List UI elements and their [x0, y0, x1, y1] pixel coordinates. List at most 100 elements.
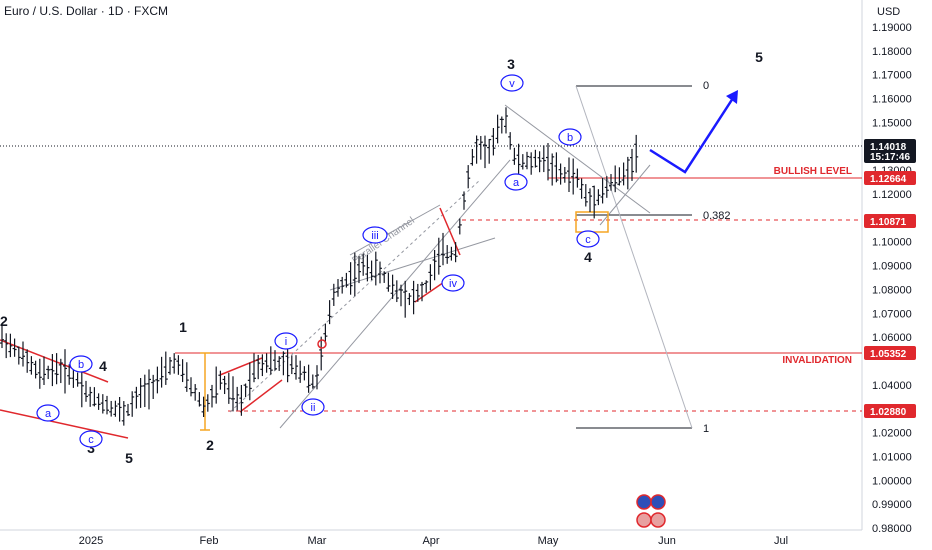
price-tick-label: 1.16000 — [872, 94, 912, 106]
chart-title: Euro / U.S. Dollar · 1D · FXCM — [4, 4, 169, 18]
ohlc-bar — [37, 358, 42, 389]
svg-text:1.14018: 1.14018 — [870, 142, 907, 153]
price-tick-label: 1.17000 — [872, 70, 912, 82]
ohlc-bar — [58, 358, 63, 384]
svg-text:c: c — [88, 434, 94, 446]
ohlc-bar — [189, 377, 193, 397]
ohlc-bar — [529, 152, 534, 175]
ohlc-bar — [151, 374, 156, 400]
svg-text:a: a — [45, 408, 52, 420]
sub-wave-iv: iv — [441, 274, 465, 292]
ohlc-bar — [105, 395, 109, 415]
ohlc-bar — [306, 364, 311, 393]
ohlc-bar — [63, 349, 67, 394]
ohlc-bar — [390, 274, 395, 299]
ohlc-bar — [609, 174, 613, 191]
ohlc-bar — [625, 156, 630, 190]
ohlc-bar — [474, 135, 479, 164]
ohlc-bar — [214, 366, 219, 404]
fib-diagonal — [575, 85, 693, 429]
ohlc-bar — [499, 116, 504, 134]
ohlc-bar — [159, 356, 164, 388]
triangle-line-lower — [0, 409, 129, 439]
ohlc-bar — [348, 262, 353, 295]
iv-line-a — [439, 207, 461, 256]
ohlc-bar — [54, 353, 59, 385]
ohlc-bar — [441, 232, 445, 266]
ohlc-bar — [604, 176, 609, 198]
ohlc-bar — [205, 394, 210, 412]
svg-text:1.02880: 1.02880 — [870, 407, 907, 418]
ohlc-bar — [184, 362, 189, 392]
ohlc-bar — [588, 188, 592, 213]
level-tag-110871: 1.10871 — [864, 214, 916, 228]
ohlc-bar — [239, 384, 244, 416]
ohlc-bar — [319, 336, 324, 371]
ohlc-bar — [567, 157, 571, 193]
projection-arrowhead — [726, 90, 738, 104]
price-tick-label: 1.15000 — [872, 117, 912, 129]
channel-upper-line-2 — [349, 204, 441, 256]
ohlc-bar — [613, 165, 618, 193]
ohlc-bar — [491, 128, 496, 156]
svg-text:1.05352: 1.05352 — [870, 349, 907, 360]
price-tick-label: 1.09000 — [872, 261, 912, 273]
ohlc-bar — [277, 356, 282, 371]
price-axis: 1.190001.180001.170001.160001.150001.130… — [872, 22, 912, 535]
sub-wave-i: i — [274, 332, 298, 350]
correction-upper-line — [504, 104, 651, 214]
ohlc-bar — [235, 386, 240, 411]
price-tick-label: 1.12000 — [872, 189, 912, 201]
ohlc-bar — [344, 272, 349, 288]
time-tick-label: Apr — [422, 535, 439, 547]
wave-2-label: 2 — [206, 437, 214, 453]
svg-text:v: v — [509, 78, 515, 90]
ohlc-bar — [268, 346, 273, 375]
usd-flag-icon — [636, 512, 666, 528]
ohlc-bar — [378, 261, 382, 284]
ohlc-bar — [310, 374, 315, 389]
target-circle — [317, 339, 327, 349]
ohlc-bar — [428, 264, 433, 291]
ohlc-bar — [222, 375, 227, 395]
ohlc-bar — [168, 357, 172, 375]
ohlc-bar — [264, 353, 269, 373]
svg-text:15:17:46: 15:17:46 — [870, 152, 910, 163]
ohlc-bar — [495, 114, 500, 144]
invalidation-label: INVALIDATION — [782, 355, 852, 366]
time-tick-label: 2025 — [79, 535, 103, 547]
ohlc-bar — [432, 249, 437, 281]
time-axis: 2025 Feb Mar Apr May Jun Jul — [79, 535, 788, 547]
ohlc-bar — [630, 148, 634, 181]
ohlc-bar — [92, 387, 97, 407]
eur-flag-icon — [636, 494, 666, 510]
channel-lower-line — [279, 159, 511, 429]
ohlc-bar — [579, 178, 584, 199]
fib-label-0382: 0.382 — [703, 210, 731, 222]
ohlc-bar — [583, 184, 588, 207]
ohlc-bar — [415, 283, 420, 302]
ohlc-bar — [525, 151, 529, 170]
time-tick-label: May — [538, 535, 559, 547]
svg-text:b: b — [78, 359, 84, 371]
ohlc-bar — [147, 369, 151, 410]
fib-label-0: 0 — [703, 80, 709, 92]
ohlc-bar — [247, 362, 252, 401]
ohlc-bar — [298, 360, 303, 383]
ohlc-bar — [315, 365, 319, 390]
wedge-line-lower — [239, 379, 283, 413]
ohlc-bar — [142, 374, 147, 408]
ohlc-bar — [42, 356, 46, 385]
ohlc-bar — [457, 218, 462, 235]
price-tick-label: 1.08000 — [872, 284, 912, 296]
ohlc-bar — [571, 158, 576, 195]
sub-wave-b-right: b — [558, 128, 582, 146]
sub-wave-a-right: a — [504, 173, 528, 191]
ohlc-bar — [4, 333, 9, 359]
wave-2-left-label: 2 — [0, 313, 8, 329]
currency-label: USD — [877, 6, 900, 18]
ohlc-bar — [407, 293, 412, 306]
ohlc-bar — [130, 391, 135, 417]
price-tick-label: 0.98000 — [872, 523, 912, 535]
